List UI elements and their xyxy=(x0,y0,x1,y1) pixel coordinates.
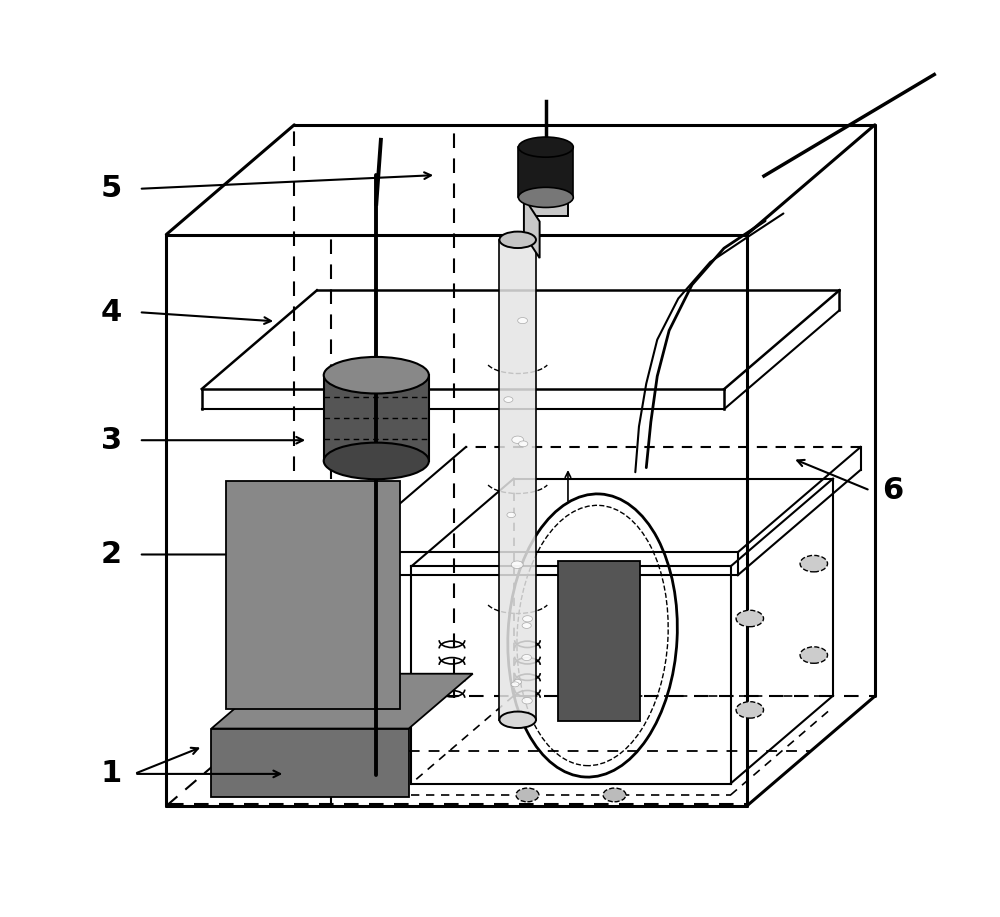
Ellipse shape xyxy=(523,615,532,622)
Ellipse shape xyxy=(499,712,536,728)
Ellipse shape xyxy=(507,513,516,517)
Ellipse shape xyxy=(522,655,532,660)
Text: 4: 4 xyxy=(101,298,122,326)
Ellipse shape xyxy=(518,137,573,157)
Text: 5: 5 xyxy=(101,174,122,204)
Ellipse shape xyxy=(324,357,429,393)
Ellipse shape xyxy=(736,702,764,718)
Ellipse shape xyxy=(516,788,539,801)
Polygon shape xyxy=(518,147,573,197)
Polygon shape xyxy=(558,561,640,722)
Text: 2: 2 xyxy=(101,540,122,569)
Ellipse shape xyxy=(499,232,536,248)
Text: 3: 3 xyxy=(101,425,122,455)
Ellipse shape xyxy=(603,788,626,801)
Ellipse shape xyxy=(518,317,527,324)
Ellipse shape xyxy=(522,623,531,628)
Ellipse shape xyxy=(324,443,429,480)
Polygon shape xyxy=(324,375,429,461)
Polygon shape xyxy=(499,240,536,720)
Ellipse shape xyxy=(736,610,764,626)
Polygon shape xyxy=(226,481,400,709)
Polygon shape xyxy=(524,159,568,215)
Ellipse shape xyxy=(504,397,513,403)
Polygon shape xyxy=(211,729,409,797)
Ellipse shape xyxy=(512,436,524,444)
Ellipse shape xyxy=(519,441,528,447)
Polygon shape xyxy=(524,197,540,258)
Ellipse shape xyxy=(522,698,532,704)
Polygon shape xyxy=(211,674,473,729)
Ellipse shape xyxy=(511,561,523,569)
Ellipse shape xyxy=(514,679,522,684)
Text: 1: 1 xyxy=(101,759,122,789)
Ellipse shape xyxy=(511,682,519,687)
Ellipse shape xyxy=(800,556,828,572)
Ellipse shape xyxy=(800,646,828,663)
Text: 6: 6 xyxy=(882,476,904,505)
Ellipse shape xyxy=(518,187,573,207)
